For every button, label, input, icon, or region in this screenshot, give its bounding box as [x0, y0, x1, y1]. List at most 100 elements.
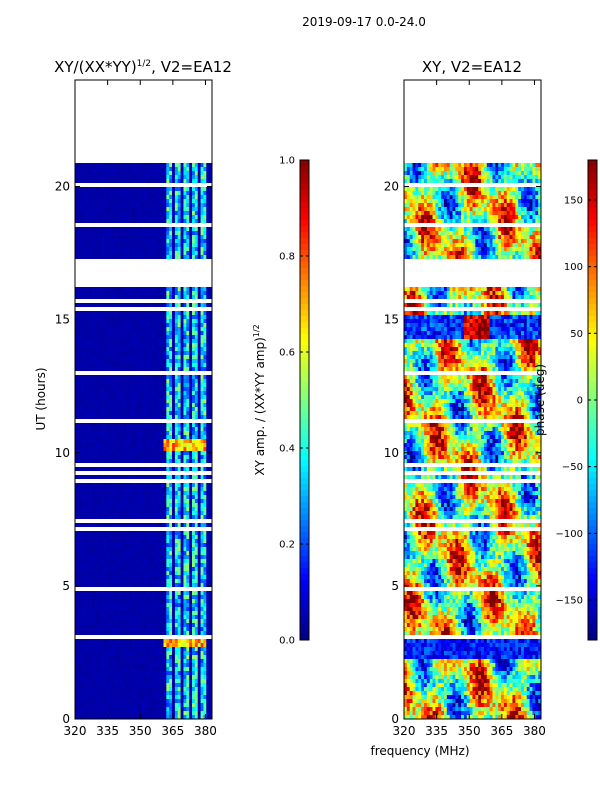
heatmap-cell	[209, 491, 213, 495]
heatmap-cell	[192, 459, 196, 463]
heatmap-cell	[123, 491, 127, 495]
heatmap-cell	[120, 459, 124, 463]
heatmap-cell	[83, 579, 87, 583]
heatmap-cell	[180, 599, 184, 603]
heatmap-cell	[106, 651, 110, 655]
heatmap-cell	[114, 387, 119, 391]
heatmap-cell	[137, 667, 142, 671]
heatmap-cell	[166, 483, 170, 487]
heatmap-cell	[83, 567, 87, 571]
heatmap-cell	[132, 443, 136, 447]
heatmap-cell	[94, 531, 99, 535]
heatmap-cell	[149, 403, 153, 407]
heatmap-cell	[75, 403, 79, 407]
heatmap-cell	[117, 399, 122, 403]
heatmap-cell	[180, 243, 184, 247]
heatmap-cell	[92, 407, 96, 411]
heatmap-cell	[192, 691, 196, 695]
heatmap-cell	[86, 467, 90, 471]
heatmap-cell	[86, 535, 90, 539]
heatmap-cell	[203, 411, 207, 415]
heatmap-cell	[194, 595, 199, 599]
heatmap-cell	[132, 535, 136, 539]
heatmap-cell	[192, 631, 196, 635]
heatmap-cell	[189, 559, 193, 563]
heatmap-cell	[103, 451, 107, 455]
heatmap-cell	[94, 311, 99, 315]
heatmap-cell	[92, 507, 96, 511]
heatmap-cell	[183, 295, 187, 299]
heatmap-cell	[180, 659, 184, 663]
heatmap-cell	[183, 431, 187, 435]
heatmap-cell	[112, 415, 116, 419]
heatmap-cell	[166, 543, 170, 547]
heatmap-cell	[100, 315, 104, 319]
heatmap-cell	[140, 503, 144, 507]
heatmap-cell	[180, 235, 184, 239]
heatmap-cell	[180, 583, 184, 587]
heatmap-cell	[132, 655, 136, 659]
heatmap-cell	[160, 603, 164, 607]
heatmap-cell	[172, 363, 176, 367]
heatmap-cell	[192, 671, 196, 675]
heatmap-cell	[152, 455, 156, 459]
heatmap-cell	[109, 503, 113, 507]
heatmap-cell	[206, 335, 210, 339]
heatmap-cell	[154, 311, 159, 315]
heatmap-cell	[77, 491, 82, 495]
heatmap-cell	[143, 563, 147, 567]
heatmap-cell	[123, 683, 127, 687]
heatmap-cell	[154, 611, 159, 615]
heatmap-cell	[75, 343, 79, 347]
heatmap-cell	[112, 459, 116, 463]
heatmap-cell	[143, 667, 147, 671]
heatmap-cell	[114, 507, 119, 511]
heatmap-cell	[75, 547, 79, 551]
heatmap-cell	[206, 475, 210, 479]
heatmap-cell	[192, 403, 196, 407]
heatmap-cell	[123, 487, 127, 491]
heatmap-cell	[200, 647, 204, 651]
heatmap-cell	[143, 579, 147, 583]
heatmap-cell	[183, 535, 187, 539]
heatmap-cell	[123, 551, 127, 555]
heatmap-cell	[140, 467, 144, 471]
heatmap-cell	[183, 343, 187, 347]
heatmap-cell	[80, 403, 84, 407]
heatmap-cell	[75, 647, 79, 651]
heatmap-cell	[89, 287, 93, 291]
heatmap-cell	[92, 539, 96, 543]
heatmap-cell	[83, 695, 87, 699]
heatmap-cell	[129, 563, 133, 567]
heatmap-cell	[86, 255, 90, 259]
heatmap-cell	[154, 531, 159, 535]
heatmap-cell	[143, 655, 147, 659]
heatmap-cell	[103, 495, 107, 499]
heatmap-cell	[123, 559, 127, 563]
heatmap-cell	[174, 379, 179, 383]
heatmap-cell	[132, 475, 136, 479]
heatmap-cell	[174, 563, 179, 567]
heatmap-cell	[189, 295, 193, 299]
heatmap-cell	[149, 571, 153, 575]
heatmap-cell	[149, 675, 153, 679]
heatmap-cell	[203, 379, 207, 383]
heatmap-cell	[206, 403, 210, 407]
heatmap-cell	[114, 319, 119, 323]
heatmap-cell	[203, 483, 207, 487]
heatmap-cell	[123, 331, 127, 335]
heatmap-cell	[86, 291, 90, 295]
heatmap-cell	[83, 631, 87, 635]
heatmap-cell	[157, 315, 162, 319]
heatmap-cell	[97, 447, 102, 451]
heatmap-cell	[166, 363, 170, 367]
heatmap-cell	[75, 303, 79, 307]
heatmap-cell	[146, 303, 150, 307]
heatmap-cell	[106, 539, 110, 543]
heatmap-cell	[80, 303, 84, 307]
heatmap-cell	[206, 603, 210, 607]
heatmap-cell	[192, 535, 196, 539]
heatmap-cell	[120, 451, 124, 455]
heatmap-cell	[86, 391, 90, 395]
heatmap-cell	[83, 703, 87, 707]
